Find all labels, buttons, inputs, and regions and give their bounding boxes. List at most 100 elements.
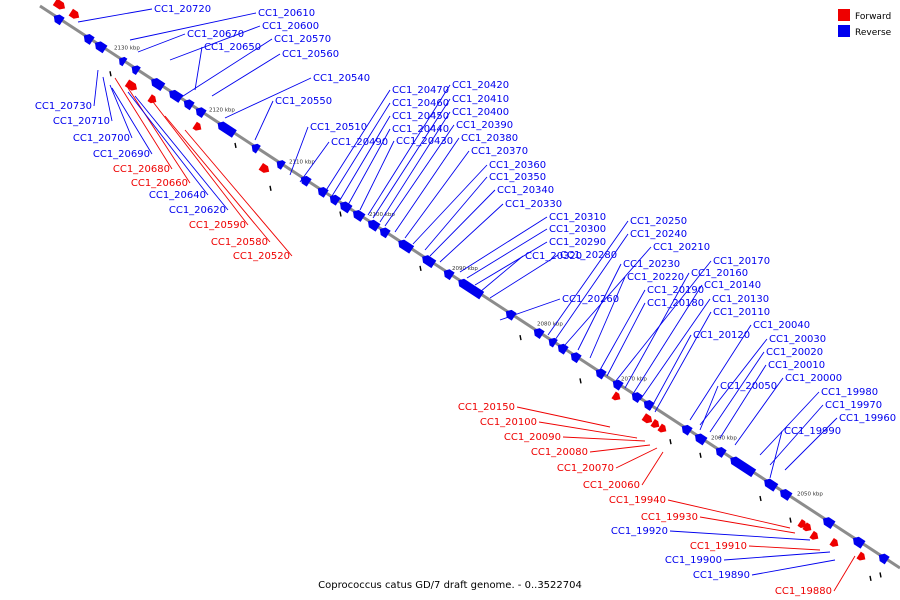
legend: Forward Reverse [838, 9, 892, 38]
reverse-gene-leader-line [589, 276, 626, 359]
reverse-gene-arrow [822, 517, 836, 529]
reverse-gene-label: CC1_20120 [693, 330, 750, 341]
reverse-gene-label: CC1_20290 [549, 237, 606, 248]
reverse-gene-label: CC1_20450 [392, 111, 449, 122]
forward-gene-arrow [68, 8, 80, 19]
feature-tick [579, 378, 582, 384]
feature-tick [789, 517, 792, 523]
axis-tick-label: 2120 kbp [209, 107, 235, 113]
forward-gene-leader-line [538, 421, 638, 439]
reverse-gene-leader-line [127, 91, 209, 196]
reverse-gene-arrow [694, 433, 708, 446]
forward-gene-leader-line [833, 555, 856, 592]
reverse-gene-leader-line [599, 289, 646, 371]
feature-tick [339, 211, 342, 217]
axis-tick-label: 2060 kbp [711, 435, 737, 441]
forward-gene-label: CC1_19910 [690, 541, 747, 552]
forward-gene-arrow [611, 391, 621, 401]
forward-gene-arrow [829, 537, 839, 547]
reverse-gene-leader-line [347, 128, 391, 206]
forward-gene-label: CC1_20150 [458, 402, 515, 413]
forward-gene-label: CC1_20590 [189, 220, 246, 231]
forward-gene-leader-line [562, 436, 646, 442]
reverse-gene-arrow [339, 201, 353, 214]
reverse-gene-label: CC1_20130 [712, 294, 769, 305]
reverse-gene-label: CC1_20180 [647, 298, 704, 309]
reverse-gene-label: CC1_20220 [627, 272, 684, 283]
reverse-gene-label: CC1_19960 [839, 413, 896, 424]
reverse-gene-leader-line [134, 95, 229, 211]
reverse-gene-leader-line [299, 141, 330, 183]
reverse-gene-leader-line [489, 254, 559, 299]
reverse-gene-arrow [458, 278, 485, 300]
reverse-gene-arrow [715, 447, 727, 458]
reverse-gene-arrow [681, 424, 693, 436]
reverse-gene-leader-line [224, 77, 312, 119]
reverse-gene-leader-line [614, 260, 712, 383]
reverse-gene-arrow [94, 41, 108, 54]
forward-gene-leader-line [164, 115, 271, 243]
forward-gene-arrow [802, 522, 812, 532]
forward-gene-label: CC1_19940 [609, 495, 666, 506]
forward-gene-arrow [192, 121, 202, 131]
reverse-gene-label: CC1_20430 [396, 136, 453, 147]
reverse-gene-label: CC1_20050 [720, 381, 777, 392]
feature-tick [269, 185, 272, 191]
reverse-gene-arrow [779, 488, 793, 501]
reverse-gene-label: CC1_20020 [766, 347, 823, 358]
reverse-gene-arrow [195, 107, 207, 119]
forward-gene-label: CC1_19930 [641, 512, 698, 523]
reverse-gene-label: CC1_20700 [73, 133, 130, 144]
feature-tick [234, 142, 237, 149]
reverse-gene-arrow [852, 536, 866, 549]
feature-tick [699, 452, 702, 458]
reverse-gene-arrow [169, 89, 184, 103]
forward-gene-label: CC1_20580 [211, 237, 268, 248]
reverse-gene-label: CC1_20330 [505, 199, 562, 210]
reverse-gene-leader-line [137, 33, 186, 53]
forward-gene-leader-line [516, 406, 611, 428]
reverse-gene-leader-line [751, 559, 836, 576]
reverse-gene-leader-line [324, 89, 391, 193]
reverse-gene-label: CC1_20460 [392, 98, 449, 109]
forward-gene-leader-line [149, 97, 249, 226]
reverse-gene-leader-line [606, 302, 646, 377]
axis-tick-label: 2070 kbp [621, 377, 647, 383]
reverse-gene-leader-line [699, 338, 768, 426]
reverse-gene-arrow [505, 309, 517, 321]
reverse-gene-leader-line [93, 69, 99, 107]
reverse-gene-label: CC1_20560 [282, 49, 339, 60]
reverse-gene-label: CC1_20320 [525, 251, 582, 262]
reverse-gene-label: CC1_20720 [154, 4, 211, 15]
reverse-gene-label: CC1_20240 [630, 229, 687, 240]
forward-gene-leader-line [114, 77, 173, 170]
forward-gene-leader-line [748, 545, 821, 551]
feature-tick [669, 439, 672, 445]
forward-gene-leader-line [589, 444, 651, 453]
forward-gene-label: CC1_19880 [775, 586, 832, 597]
reverse-gene-leader-line [424, 176, 488, 251]
reverse-gene-leader-line [129, 12, 257, 41]
feature-tick [869, 575, 872, 582]
forward-gene-arrow [124, 79, 138, 91]
forward-gene-arrow [641, 413, 653, 424]
reverse-gene-arrow [53, 14, 65, 26]
legend-reverse-label: Reverse [855, 28, 892, 38]
reverse-gene-arrow [83, 34, 95, 45]
reverse-gene-label: CC1_20410 [452, 94, 509, 105]
reverse-gene-label: CC1_20340 [497, 185, 554, 196]
reverse-gene-label: CC1_20620 [169, 205, 226, 216]
genome-caption: Coprococcus catus GD/7 draft genome. - 0… [318, 580, 582, 591]
reverse-gene-leader-line [719, 364, 767, 439]
legend-forward-swatch [838, 9, 850, 21]
reverse-gene-arrow [183, 99, 195, 111]
reverse-gene-arrow [764, 478, 779, 492]
reverse-gene-label: CC1_20730 [35, 101, 92, 112]
forward-gene-label: CC1_20070 [557, 463, 614, 474]
forward-gene-leader-line [641, 451, 664, 486]
reverse-gene-arrow [730, 456, 757, 478]
reverse-gene-leader-line [769, 404, 824, 466]
reverse-gene-label: CC1_20000 [785, 373, 842, 384]
forward-gene-arrow [147, 94, 157, 104]
reverse-gene-arrow [300, 175, 312, 187]
